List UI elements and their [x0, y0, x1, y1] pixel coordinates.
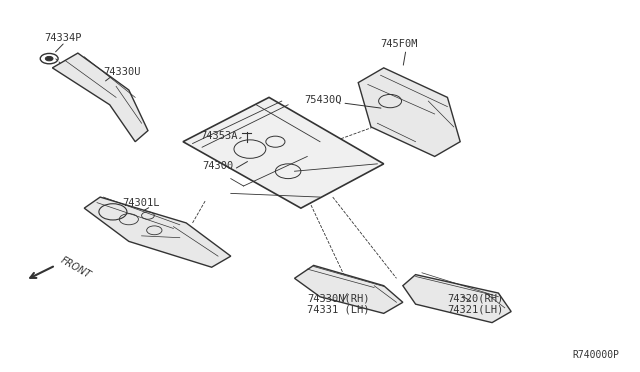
Text: 74331 (LH): 74331 (LH): [307, 305, 370, 315]
Text: R740000P: R740000P: [573, 350, 620, 359]
Text: 74300: 74300: [203, 161, 234, 171]
Text: 74301L: 74301L: [122, 198, 160, 208]
Text: 74330N(RH): 74330N(RH): [307, 294, 370, 304]
Polygon shape: [183, 97, 384, 208]
Circle shape: [45, 57, 53, 61]
Polygon shape: [294, 265, 403, 313]
Text: 74321(LH): 74321(LH): [447, 305, 504, 315]
Text: 745F0M: 745F0M: [381, 39, 418, 49]
Polygon shape: [84, 197, 231, 267]
Polygon shape: [52, 53, 148, 142]
Polygon shape: [403, 275, 511, 323]
Text: 75430Q: 75430Q: [304, 94, 342, 104]
Text: FRONT: FRONT: [59, 255, 93, 280]
Text: 74353A: 74353A: [200, 131, 237, 141]
Text: 74330U: 74330U: [103, 67, 141, 77]
Text: 74320(RH): 74320(RH): [447, 294, 504, 304]
Polygon shape: [358, 68, 460, 157]
Text: 74334P: 74334P: [45, 33, 82, 43]
